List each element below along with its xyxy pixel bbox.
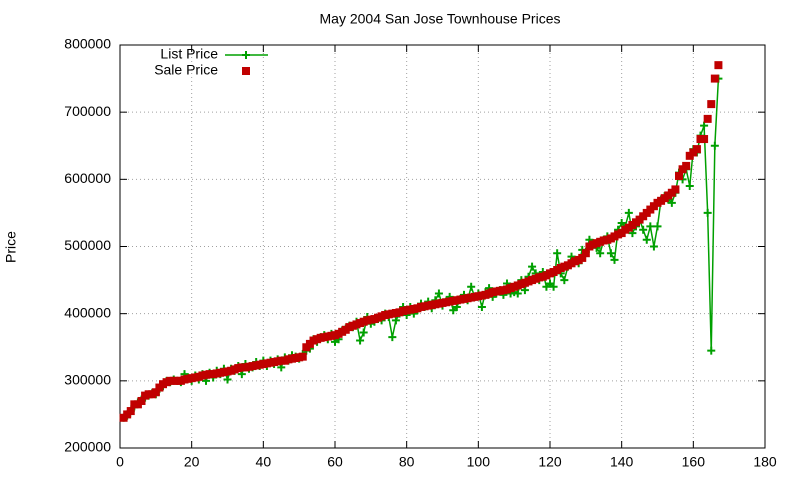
list-point [639, 225, 648, 234]
x-tick-label: 20 [184, 454, 200, 470]
sale-point [710, 74, 719, 83]
x-tick-label: 160 [682, 454, 706, 470]
list-point [653, 222, 662, 231]
sale-point [126, 407, 135, 416]
list-point [610, 255, 619, 264]
sale-point [682, 161, 691, 170]
list-point [624, 208, 633, 217]
sale-point [714, 61, 723, 70]
y-tick-label: 400000 [64, 304, 111, 320]
list-line [123, 78, 720, 419]
y-tick-label: 600000 [64, 170, 111, 186]
list-point [391, 316, 400, 325]
sale-point [675, 171, 683, 180]
list-point [703, 208, 712, 217]
list-point [707, 346, 716, 355]
list-point [667, 198, 676, 207]
list-point [388, 333, 397, 342]
y-tick-label: 300000 [64, 372, 111, 388]
sale-point [581, 249, 590, 258]
legend-label: List Price [160, 46, 218, 62]
sale-point [703, 114, 712, 123]
plot-frame [119, 44, 766, 449]
x-tick-label: 180 [753, 454, 777, 470]
y-tick-label: 700000 [64, 103, 111, 119]
sale-point [707, 100, 716, 109]
sale-point [151, 388, 160, 397]
y-tick-label: 500000 [64, 237, 111, 253]
list-point [434, 289, 443, 298]
list-point [467, 282, 476, 291]
legend-point [242, 67, 250, 75]
list-point [646, 222, 655, 231]
list-point [359, 328, 368, 337]
chart-title: May 2004 San Jose Townhouse Prices [320, 11, 561, 27]
legend-point [242, 51, 250, 59]
list-point [528, 262, 537, 271]
sale-point [137, 396, 146, 405]
x-tick-label: 120 [538, 454, 562, 470]
list-point [560, 276, 569, 285]
y-tick-label: 200000 [64, 439, 111, 455]
sale-point [578, 253, 587, 262]
sale-point [671, 185, 680, 194]
x-tick-label: 100 [467, 454, 491, 470]
x-tick-label: 40 [256, 454, 272, 470]
sale-point [298, 352, 307, 361]
list-point [596, 249, 605, 258]
list-point [710, 141, 719, 150]
list-point [223, 375, 232, 384]
list-point [685, 182, 694, 191]
list-point [549, 282, 558, 291]
y-axis-label: Price [3, 231, 19, 263]
x-tick-label: 60 [327, 454, 343, 470]
list-point [606, 249, 615, 258]
list-point [356, 336, 365, 345]
x-tick-label: 80 [399, 454, 415, 470]
list-point [513, 289, 522, 298]
sale-point [700, 135, 709, 144]
list-point [553, 249, 562, 258]
x-tick-label: 0 [116, 454, 124, 470]
y-tick-label: 800000 [64, 36, 111, 52]
x-tick-label: 140 [610, 454, 634, 470]
legend-label: Sale Price [154, 62, 218, 78]
sale-point [692, 145, 701, 154]
list-point [642, 235, 651, 244]
list-point [477, 302, 486, 311]
list-point [700, 121, 709, 130]
list-point [649, 242, 658, 251]
